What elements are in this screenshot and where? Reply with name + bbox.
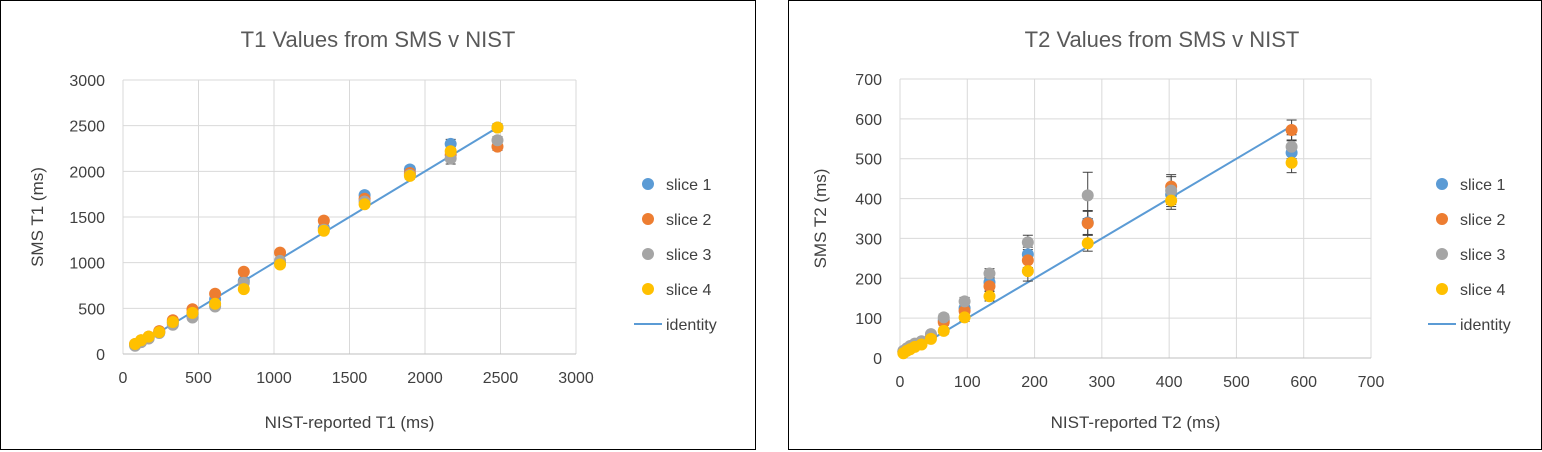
t1-x-tick-label: 3000 [558, 370, 594, 387]
t2-legend-label-slice-1: slice 1 [1460, 177, 1505, 194]
t2-point-slice-4 [1021, 265, 1034, 278]
t2-chart-title: T2 Values from SMS v NIST [1025, 27, 1300, 52]
t1-legend-label-slice-1: slice 1 [666, 177, 711, 194]
t2-y-tick-label: 300 [855, 231, 882, 248]
t2-legend-label-slice-4: slice 4 [1460, 282, 1505, 299]
t1-chart: T1 Values from SMS v NIST 0 500 1000 1500 200… [28, 27, 717, 432]
t1-point-slice-2 [237, 265, 250, 278]
t2-legend-marker-slice-3 [1436, 248, 1448, 260]
t1-point-slice-4 [403, 169, 416, 182]
t1-point-slice-4 [237, 283, 250, 296]
t2-x-tick-label: 200 [1021, 374, 1048, 391]
t2-point-slice-3 [983, 267, 996, 280]
t2-point-slice-4 [924, 332, 937, 345]
t2-chart-panel: T2 Values from SMS v NIST 0 100 200 300 400 50… [788, 0, 1542, 450]
t2-point-slice-4 [937, 324, 950, 337]
t2-x-tick-label: 100 [954, 374, 981, 391]
t2-x-tick-label: 300 [1089, 374, 1116, 391]
t1-point-slice-4 [166, 316, 179, 329]
t2-point-slice-3 [958, 295, 971, 308]
t1-point-slice-2 [274, 246, 287, 259]
t2-point-slice-3 [1285, 140, 1298, 153]
t2-point-slice-3 [1021, 236, 1034, 249]
t2-x-tick-label: 600 [1290, 374, 1317, 391]
t2-point-slice-2 [1021, 254, 1034, 267]
t1-y-tick-label: 1000 [69, 256, 105, 273]
t2-x-tick-label: 0 [896, 374, 905, 391]
t1-point-slice-4 [274, 258, 287, 271]
t1-y-tick-label: 500 [78, 301, 105, 318]
t1-point-slice-4 [186, 306, 199, 319]
t2-point-slice-3 [1081, 189, 1094, 202]
t1-legend-marker-slice-1 [642, 178, 654, 190]
t2-point-slice-4 [958, 311, 971, 324]
t2-legend-label-identity: identity [1460, 317, 1511, 334]
t2-point-slice-3 [1165, 184, 1178, 197]
t1-legend-label-slice-2: slice 2 [666, 212, 711, 229]
t2-legend-marker-slice-2 [1436, 213, 1448, 225]
t1-point-slice-4 [358, 198, 371, 211]
t2-point-slice-3 [937, 311, 950, 324]
t1-x-tick-label: 1000 [256, 370, 292, 387]
t2-point-slice-2 [1285, 124, 1298, 137]
t1-legend-label-identity: identity [666, 317, 717, 334]
t1-x-tick-label: 500 [185, 370, 212, 387]
t2-point-slice-4 [1081, 237, 1094, 250]
t1-x-tick-label: 2500 [483, 370, 519, 387]
t2-legend-marker-slice-1 [1436, 178, 1448, 190]
t1-y-tick-label: 3000 [69, 73, 105, 90]
t1-legend-marker-slice-2 [642, 213, 654, 225]
t1-y-tick-label: 1500 [69, 210, 105, 227]
t2-y-tick-label: 400 [855, 192, 882, 209]
t1-legend-marker-slice-3 [642, 248, 654, 260]
t1-point-slice-4 [317, 224, 330, 237]
t1-chart-title: T1 Values from SMS v NIST [241, 27, 516, 52]
t2-y-tick-label: 600 [855, 112, 882, 129]
t1-point-slice-4 [153, 326, 166, 339]
t1-point-slice-4 [491, 121, 504, 134]
t1-point-slice-3 [491, 134, 504, 147]
t1-point-slice-4 [142, 330, 155, 343]
t1-chart-panel: T1 Values from SMS v NIST 0 500 1000 1500 200… [0, 0, 756, 450]
t2-legend-label-slice-3: slice 3 [1460, 247, 1505, 264]
t1-y-axis-label: SMS T1 (ms) [28, 167, 47, 267]
t2-point-slice-4 [915, 338, 928, 351]
t1-x-axis-label: NIST-reported T1 (ms) [265, 413, 435, 432]
t2-y-tick-label: 0 [873, 351, 882, 368]
t2-chart: T2 Values from SMS v NIST 0 100 200 300 400 50… [811, 27, 1511, 432]
t1-legend-label-slice-3: slice 3 [666, 247, 711, 264]
t2-x-tick-label: 400 [1156, 374, 1183, 391]
t2-legend-label-slice-2: slice 2 [1460, 212, 1505, 229]
t1-legend-marker-slice-4 [642, 283, 654, 295]
t2-y-tick-label: 500 [855, 152, 882, 169]
t1-x-tick-label: 0 [119, 370, 128, 387]
t2-point-slice-2 [1081, 217, 1094, 230]
t2-y-axis-label: SMS T2 (ms) [811, 169, 830, 269]
t2-point-slice-4 [1165, 194, 1178, 207]
t1-point-slice-2 [209, 287, 222, 300]
t1-y-tick-label: 2500 [69, 119, 105, 136]
t2-x-tick-label: 700 [1358, 374, 1385, 391]
t1-x-tick-label: 1500 [332, 370, 368, 387]
t2-legend-marker-slice-4 [1436, 283, 1448, 295]
t1-point-slice-4 [209, 297, 222, 310]
t1-point-slice-4 [444, 145, 457, 158]
t2-point-slice-4 [983, 290, 996, 303]
t2-point-slice-4 [1285, 156, 1298, 169]
t2-y-tick-label: 200 [855, 271, 882, 288]
t1-x-tick-label: 2000 [407, 370, 443, 387]
t1-y-tick-label: 2000 [69, 164, 105, 181]
t2-y-tick-label: 100 [855, 311, 882, 328]
t1-y-tick-label: 0 [96, 347, 105, 364]
t2-y-tick-label: 700 [855, 72, 882, 89]
t1-legend-label-slice-4: slice 4 [666, 282, 711, 299]
t2-x-axis-label: NIST-reported T2 (ms) [1051, 413, 1221, 432]
t2-point-slice-2 [983, 280, 996, 293]
t1-point-slice-2 [317, 214, 330, 227]
t2-x-tick-label: 500 [1223, 374, 1250, 391]
